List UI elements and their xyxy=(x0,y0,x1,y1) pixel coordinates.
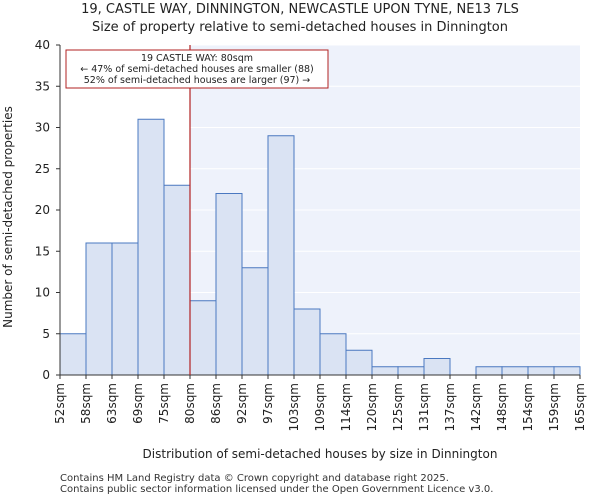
x-tick-label: 75sqm xyxy=(157,383,171,424)
x-tick-label: 142sqm xyxy=(469,383,483,431)
x-tick-label: 58sqm xyxy=(79,383,93,424)
bar xyxy=(475,366,503,376)
y-tick-label: 25 xyxy=(35,162,50,176)
x-tick-label: 63sqm xyxy=(105,383,119,424)
bar xyxy=(163,184,191,376)
bar xyxy=(319,333,347,376)
x-tick-label: 165sqm xyxy=(573,383,587,431)
bar xyxy=(111,242,139,376)
x-tick-label: 69sqm xyxy=(131,383,145,424)
bar xyxy=(137,118,165,376)
bar xyxy=(59,333,87,376)
bar xyxy=(501,366,529,376)
x-tick-label: 97sqm xyxy=(261,383,275,424)
bar xyxy=(423,358,451,376)
x-tick-label: 154sqm xyxy=(521,383,535,431)
bar xyxy=(527,366,555,376)
footer-licence: Contains public sector information licen… xyxy=(60,484,494,495)
bar xyxy=(85,242,113,376)
x-tick-label: 80sqm xyxy=(183,383,197,424)
x-tick-label: 148sqm xyxy=(495,383,509,431)
y-tick-label: 20 xyxy=(35,203,50,217)
bar xyxy=(345,349,373,376)
y-tick-label: 10 xyxy=(35,286,50,300)
footer-copyright: Contains HM Land Registry data © Crown c… xyxy=(60,473,449,484)
bar xyxy=(241,267,269,376)
y-axis-label: Number of semi-detached properties xyxy=(1,106,15,328)
x-tick-label: 92sqm xyxy=(235,383,249,424)
x-axis-label: Distribution of semi-detached houses by … xyxy=(143,447,498,461)
x-tick-label: 137sqm xyxy=(443,383,457,431)
annotation-line: ← 47% of semi-detached houses are smalle… xyxy=(80,64,314,75)
x-tick-label: 125sqm xyxy=(391,383,405,431)
y-tick-label: 0 xyxy=(42,368,50,382)
annotation-line: 19 CASTLE WAY: 80sqm xyxy=(141,53,253,64)
x-tick-label: 52sqm xyxy=(53,383,67,424)
chart-subtitle: Size of property relative to semi-detach… xyxy=(91,20,509,35)
annotation-line: 52% of semi-detached houses are larger (… xyxy=(84,75,311,86)
x-tick-label: 86sqm xyxy=(209,383,223,424)
bar xyxy=(267,135,295,376)
chart-title: 19, CASTLE WAY, DINNINGTON, NEWCASTLE UP… xyxy=(81,2,519,17)
y-tick-label: 40 xyxy=(35,38,50,52)
y-tick-label: 35 xyxy=(35,79,50,93)
bar xyxy=(189,300,217,376)
x-tick-label: 114sqm xyxy=(339,383,353,431)
y-tick-label: 30 xyxy=(35,121,50,135)
bar xyxy=(215,193,243,376)
x-tick-label: 120sqm xyxy=(365,383,379,431)
y-tick-label: 15 xyxy=(35,244,50,258)
annotation-box xyxy=(65,49,329,89)
x-tick-label: 131sqm xyxy=(417,383,431,431)
bar xyxy=(371,366,399,376)
x-tick-label: 109sqm xyxy=(313,383,327,431)
y-tick-label: 5 xyxy=(42,327,50,341)
bar xyxy=(397,366,425,376)
bar xyxy=(553,366,581,376)
bar xyxy=(293,308,321,376)
x-tick-label: 159sqm xyxy=(547,383,561,431)
x-tick-label: 103sqm xyxy=(287,383,301,431)
